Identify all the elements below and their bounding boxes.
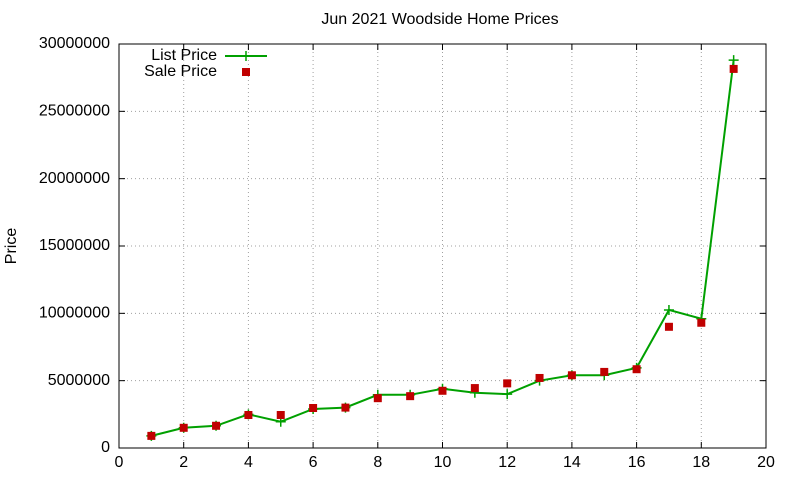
data-point (632, 365, 641, 374)
data-point (535, 373, 544, 382)
data-point (438, 386, 447, 395)
data-point (697, 318, 706, 327)
chart-title: Jun 2021 Woodside Home Prices (321, 11, 558, 28)
legend-marker (241, 51, 251, 61)
data-point (503, 379, 512, 388)
data-point (244, 411, 253, 420)
data-point (470, 384, 479, 393)
data-point (567, 371, 576, 380)
x-tick-label: 4 (244, 454, 253, 471)
y-tick-label: 30000000 (39, 35, 110, 52)
data-point (728, 55, 739, 66)
x-tick-label: 12 (498, 454, 516, 471)
x-tick-label: 10 (434, 454, 452, 471)
data-point (373, 394, 382, 403)
y-tick-label: 10000000 (39, 305, 110, 322)
x-tick-label: 8 (373, 454, 382, 471)
data-point (212, 421, 221, 430)
y-tick-label: 0 (101, 439, 110, 456)
x-tick-label: 2 (179, 454, 188, 471)
y-tick-label: 25000000 (39, 103, 110, 120)
plot-border (118, 43, 767, 449)
x-tick-label: 20 (757, 454, 775, 471)
legend-label: List Price (151, 47, 217, 64)
x-tick-label: 16 (628, 454, 646, 471)
x-tick-label: 6 (309, 454, 318, 471)
x-tick-label: 18 (692, 454, 710, 471)
x-tick-label: 0 (115, 454, 124, 471)
legend-marker (242, 68, 250, 76)
legend-label: Sale Price (144, 63, 217, 80)
data-point (600, 367, 609, 376)
y-tick-label: 5000000 (48, 372, 110, 389)
data-point (406, 392, 415, 401)
data-point (309, 404, 318, 413)
data-point (729, 64, 738, 73)
y-tick-label: 15000000 (39, 237, 110, 254)
data-point (276, 411, 285, 420)
data-point (179, 423, 188, 432)
data-point (664, 322, 673, 331)
data-point (147, 431, 156, 440)
data-point (502, 389, 513, 400)
y-tick-label: 20000000 (39, 170, 110, 187)
data-point (341, 403, 350, 412)
y-axis-label: Price (3, 228, 20, 265)
data-point (663, 304, 674, 315)
x-tick-label: 14 (563, 454, 581, 471)
